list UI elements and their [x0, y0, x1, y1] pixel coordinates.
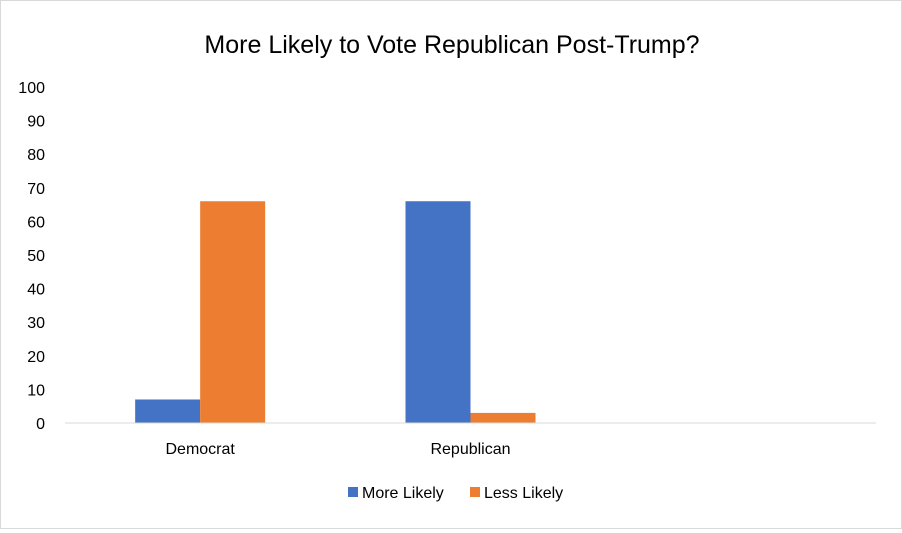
y-tick-label: 0	[36, 416, 45, 433]
bar-series	[135, 201, 536, 423]
legend: More Likely Less Likely	[348, 485, 563, 502]
y-tick-label: 20	[27, 349, 45, 366]
y-tick-label: 100	[18, 80, 45, 97]
y-axis-ticks: 0 10 20 30 40 50 60 70 80 90 100	[18, 80, 45, 433]
legend-label: More Likely	[362, 485, 444, 502]
y-tick-label: 10	[27, 382, 45, 399]
x-axis-labels: Democrat Republican	[165, 441, 510, 458]
y-tick-label: 40	[27, 282, 45, 299]
y-tick-label: 60	[27, 214, 45, 231]
y-tick-label: 80	[27, 147, 45, 164]
bar-more-likely	[135, 399, 201, 423]
y-tick-label: 90	[27, 114, 45, 131]
legend-swatch	[470, 487, 480, 497]
bar-less-likely	[470, 412, 536, 423]
legend-label: Less Likely	[484, 485, 563, 502]
bar-more-likely	[405, 201, 471, 423]
x-category-label: Republican	[430, 441, 510, 458]
bar-less-likely	[200, 201, 266, 423]
chart-title: More Likely to Vote Republican Post-Trum…	[204, 31, 699, 59]
y-tick-label: 30	[27, 315, 45, 332]
y-tick-label: 50	[27, 248, 45, 265]
x-category-label: Democrat	[165, 441, 235, 458]
legend-swatch	[348, 487, 358, 497]
y-tick-label: 70	[27, 181, 45, 198]
